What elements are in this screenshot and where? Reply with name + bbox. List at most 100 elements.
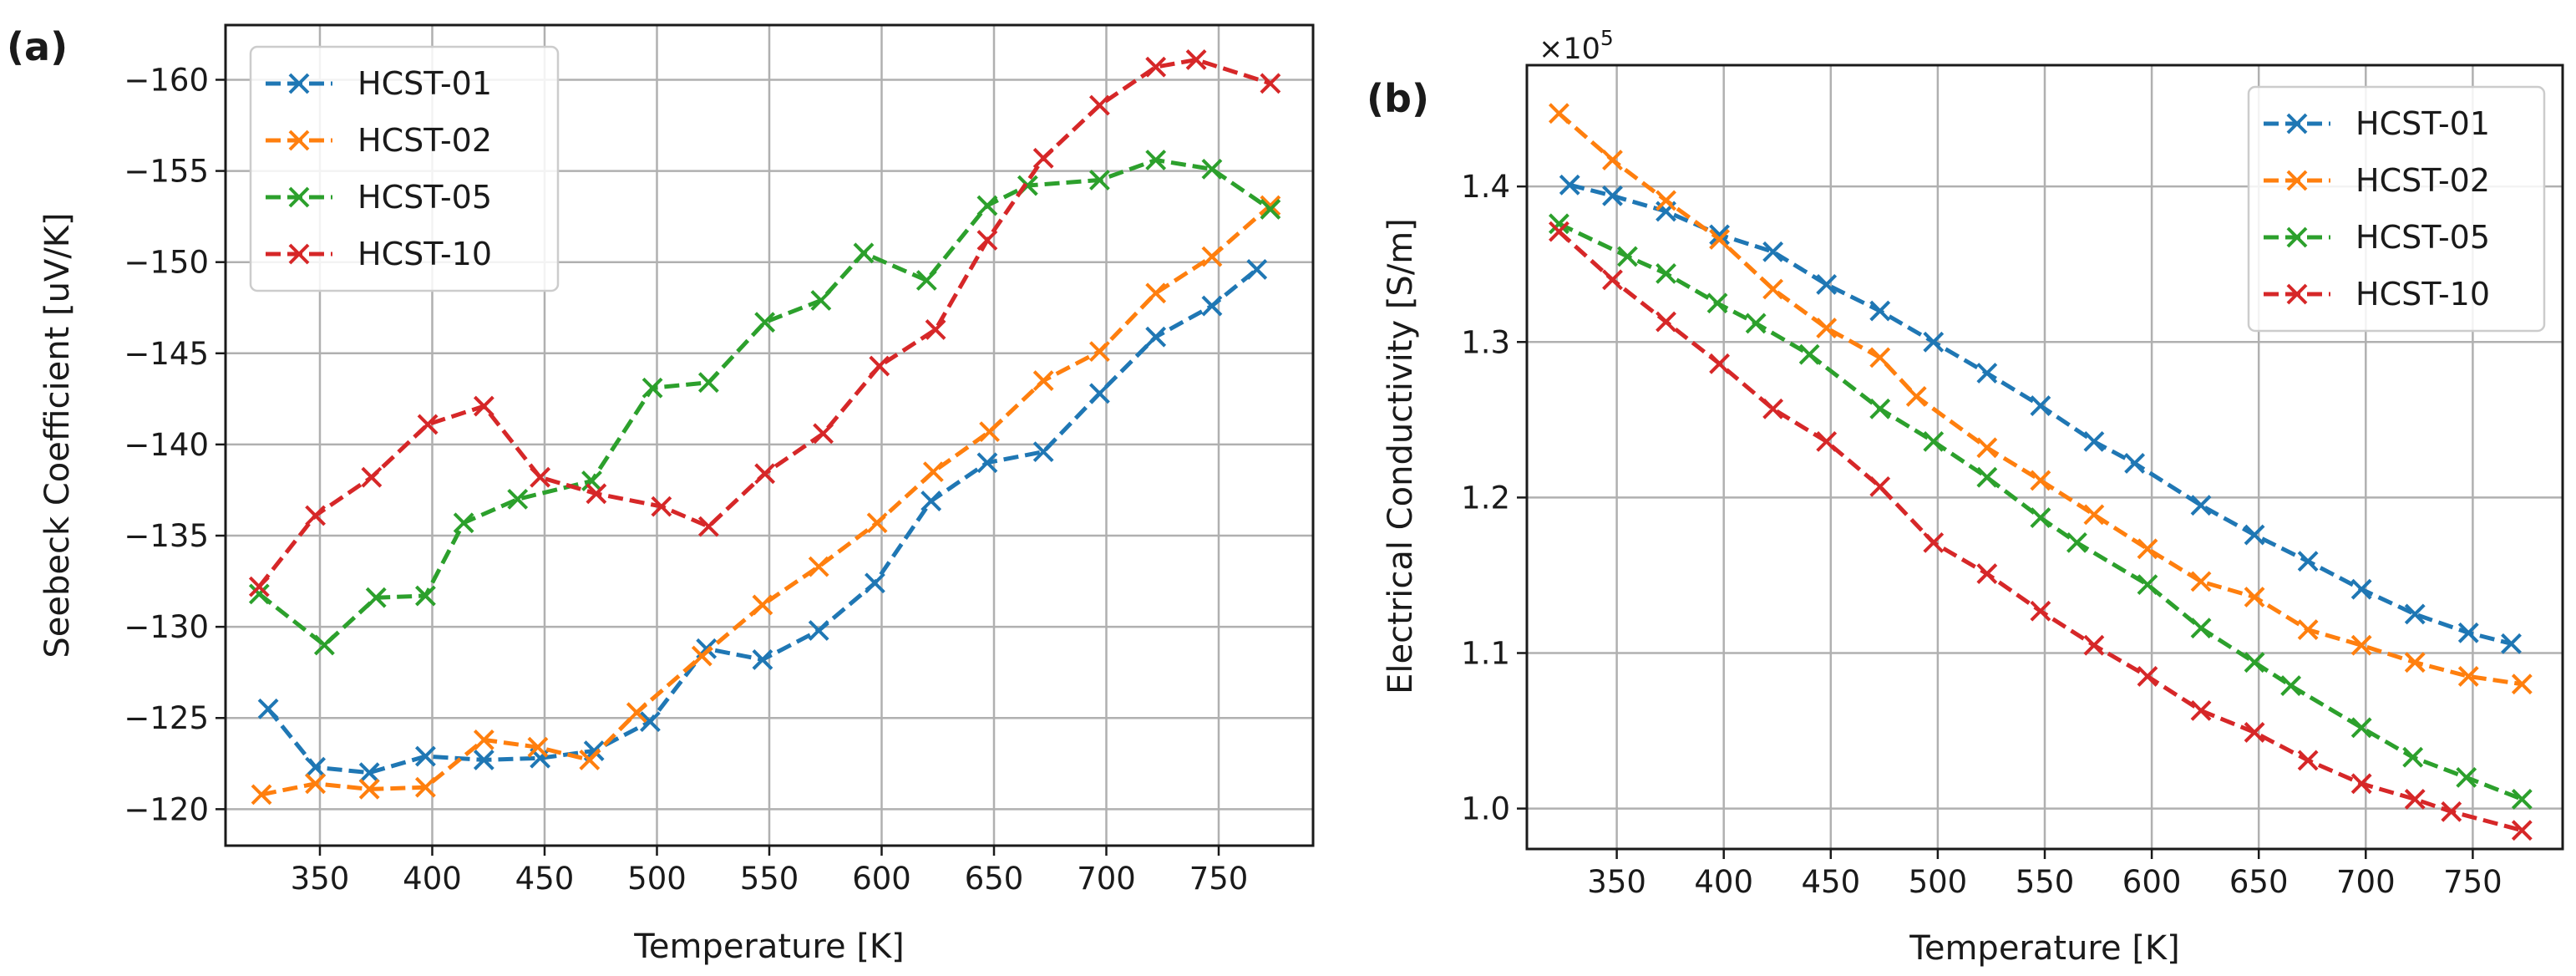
panel-b-data-point [2511, 674, 2533, 695]
x-marker-stroke [415, 585, 436, 607]
panel-a-data-point [865, 572, 885, 594]
panel-b-data-point [1709, 229, 1730, 250]
legend-marker [288, 243, 310, 265]
x-marker-stroke [2030, 507, 2051, 528]
panel-a-xtick-label: 750 [1189, 861, 1249, 897]
x-marker-stroke [697, 516, 719, 537]
x-marker-stroke [2511, 820, 2533, 841]
panel-b-data-point [2030, 395, 2051, 416]
x-marker-stroke [473, 750, 494, 770]
panel-a-data-point [641, 377, 663, 399]
panel-a-data-point [507, 488, 529, 510]
panel-b-data-point [2404, 789, 2426, 810]
x-marker-stroke [915, 270, 937, 291]
x-marker-stroke [641, 377, 663, 399]
panel-b-xtick-label: 400 [1694, 864, 1753, 900]
panel-b-data-point [2501, 633, 2522, 654]
x-marker-stroke [2030, 600, 2051, 622]
legend-label: HCST-10 [2355, 276, 2490, 313]
panel-a-data-point [473, 395, 494, 417]
x-marker-stroke [1201, 158, 1223, 180]
panel-a-ticks: 350 400 450 500 550 600 650 700 750 −120 −125 −130 −… [124, 62, 1248, 897]
x-marker-stroke [1762, 398, 1784, 419]
panel-a-data-point [810, 290, 832, 311]
panel-a-xtick-label: 400 [403, 861, 462, 897]
panel-b-data-point [1923, 430, 1945, 452]
panel-b-data-point [2350, 578, 2372, 600]
x-marker-stroke [1260, 73, 1281, 94]
panel-b-series-hcst-05 [1549, 213, 2533, 810]
x-marker-stroke [527, 736, 549, 758]
panel-b-data-point [1656, 311, 1676, 333]
panel-b-xtick-label: 700 [2336, 864, 2396, 900]
panel-b-data-point [1976, 563, 1998, 584]
x-marker-stroke [925, 319, 946, 340]
x-marker-stroke [415, 745, 436, 767]
x-marker-stroke [1032, 441, 1054, 463]
x-marker-stroke [2297, 551, 2319, 572]
x-marker-stroke [1976, 563, 1998, 584]
x-marker-stroke [415, 776, 436, 798]
x-marker-stroke [869, 355, 890, 377]
panel-a-data-point [415, 585, 436, 607]
x-marker-stroke [626, 702, 647, 724]
legend-label: HCST-05 [357, 179, 492, 216]
x-marker-stroke [754, 463, 776, 485]
x-marker-stroke [1976, 437, 1998, 459]
panel-b-ytick-label: 1.1 [1461, 636, 1510, 672]
panel-b-data-point [2297, 551, 2319, 572]
x-marker-stroke [1602, 185, 1623, 206]
panel-b-data-point [1559, 174, 1580, 196]
panel-a-data-point [581, 470, 602, 491]
panel-a-data-point [925, 319, 946, 340]
panel-a-data-point [473, 729, 494, 750]
panel-b-data-point [1602, 185, 1623, 206]
x-marker-stroke [2137, 666, 2158, 687]
panel-a-series-hcst-02 [251, 195, 1281, 806]
panel-a-legend: HCST-01 HCST-02 HCST-05 HCST-10 [249, 45, 560, 292]
panel-a-ytick-label: −150 [124, 245, 209, 281]
panel-b-data-point [1869, 475, 1891, 497]
panel-a-data-point [305, 505, 327, 526]
x-marker-stroke [358, 778, 380, 800]
panel-a-data-point [640, 711, 661, 733]
panel-b-data-point [2083, 634, 2105, 656]
x-marker-stroke [1185, 49, 1207, 70]
panel-b-data-point [2350, 773, 2372, 795]
panel-b-data-point [2137, 666, 2158, 687]
legend-label: HCST-02 [2355, 162, 2490, 199]
panel-b-data-point [1905, 386, 1927, 407]
panel-a-data-point [651, 496, 672, 517]
x-marker-stroke [1816, 430, 1838, 452]
panel-a-legend-entry: HCST-10 [266, 236, 492, 272]
panel-a-data-point [866, 512, 888, 534]
panel-b-data-point [1923, 331, 1945, 353]
panel-b-data-point [2457, 666, 2479, 687]
x-marker-stroke [2350, 717, 2372, 739]
panel-b-data-point [1762, 241, 1784, 262]
panel-a-data-point [251, 784, 272, 806]
x-marker-stroke [1709, 353, 1730, 374]
x-marker-stroke [2457, 622, 2479, 643]
panel-b-data-point [1616, 246, 1638, 267]
panel-b-data-point [1923, 531, 1945, 553]
panel-b-data-point [2190, 618, 2212, 639]
x-marker-stroke [2297, 619, 2319, 640]
x-marker-stroke [581, 470, 602, 491]
panel-a-data-point [626, 702, 647, 724]
x-marker-stroke [1798, 343, 1820, 365]
panel-a-xtick-label: 650 [965, 861, 1024, 897]
x-marker-stroke [2501, 633, 2522, 654]
x-marker-stroke [1260, 198, 1281, 220]
x-marker-stroke [1246, 259, 1268, 280]
x-marker-stroke [1260, 195, 1281, 216]
legend-label: HCST-05 [2355, 219, 2490, 256]
x-marker-stroke [866, 512, 888, 534]
panel-b-data-point [2511, 789, 2533, 810]
x-marker-stroke [979, 421, 1001, 443]
x-marker-stroke [2083, 430, 2105, 452]
x-marker-stroke [2137, 538, 2158, 560]
x-marker-stroke [2350, 634, 2372, 656]
x-marker-stroke [2030, 470, 2051, 491]
legend-label: HCST-01 [357, 65, 492, 102]
